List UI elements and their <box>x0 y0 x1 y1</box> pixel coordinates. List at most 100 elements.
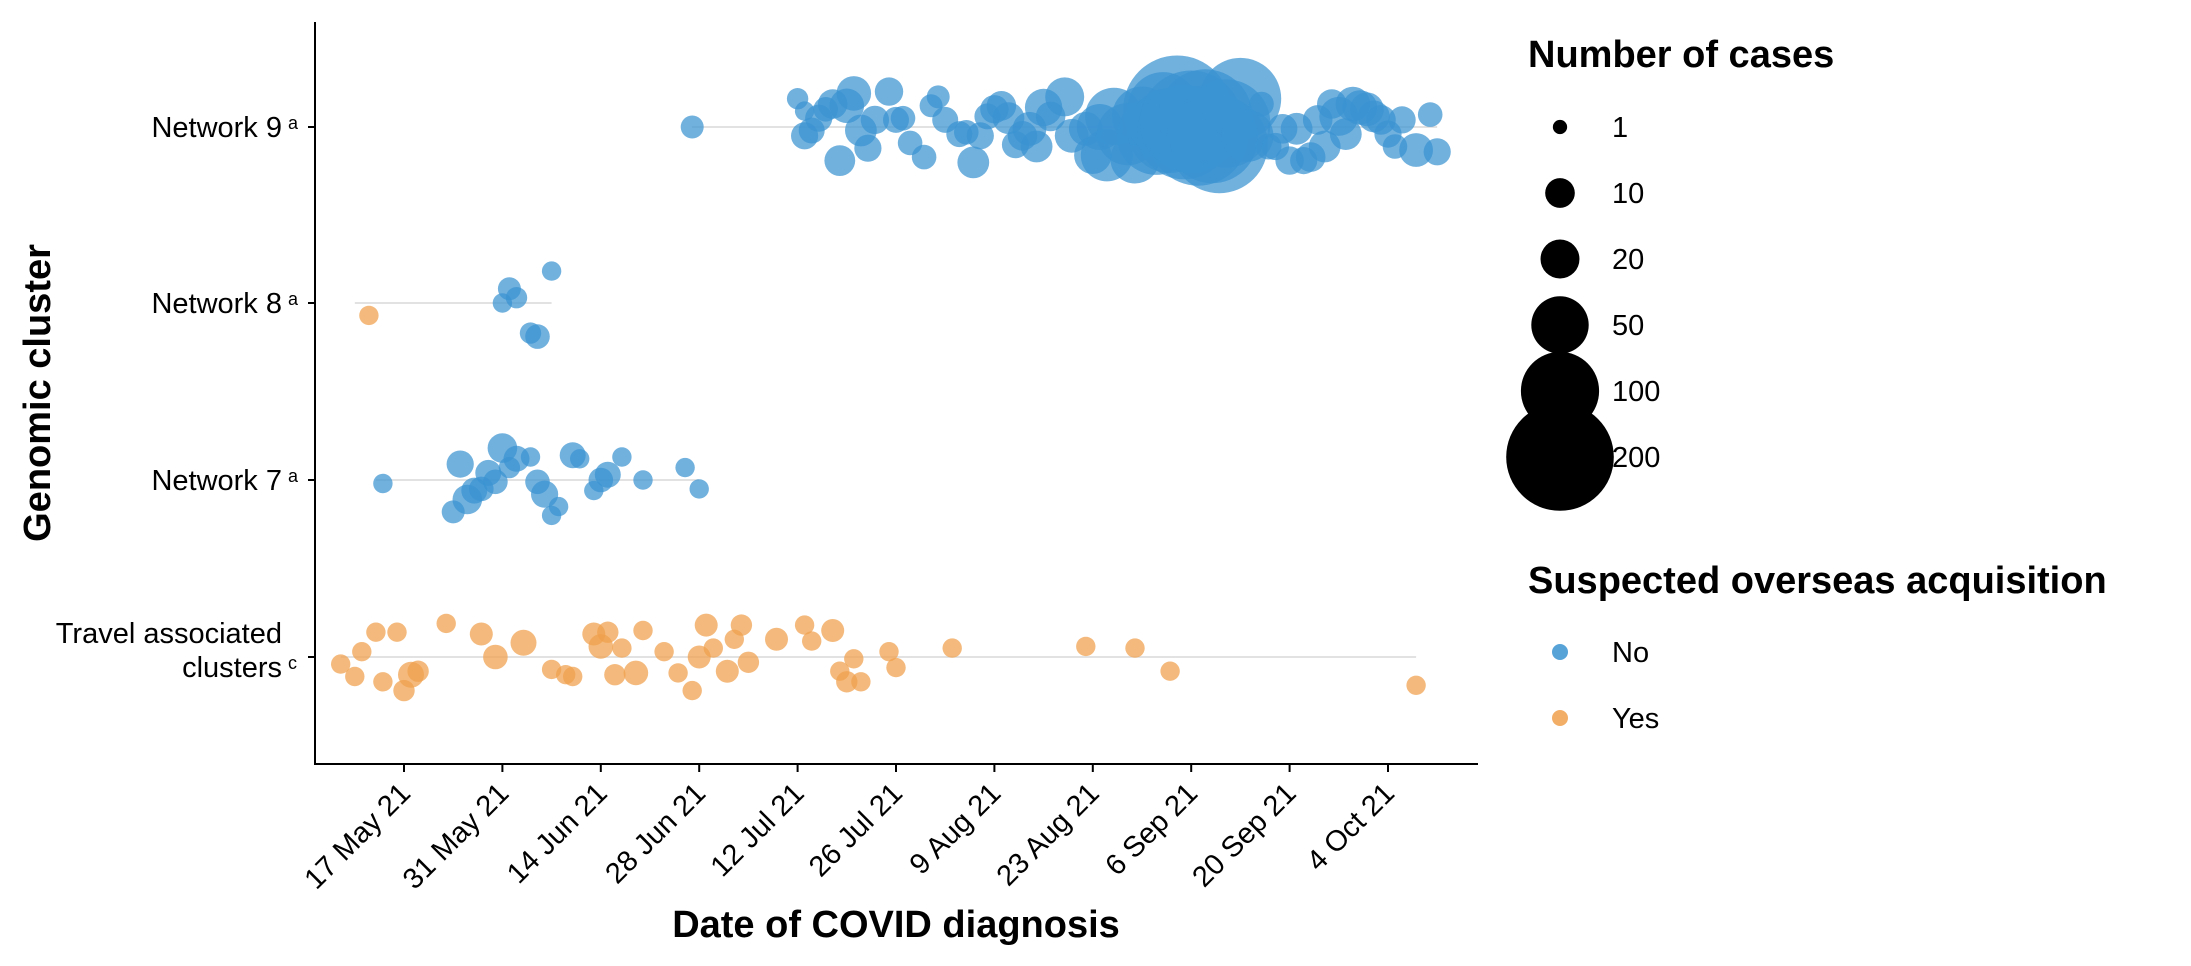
data-point <box>802 631 822 651</box>
x-tick-label: 9 Aug 21 <box>904 777 1008 881</box>
data-point <box>689 479 709 499</box>
size-legend-key <box>1531 296 1589 354</box>
data-point <box>469 622 493 646</box>
data-point <box>446 450 474 478</box>
size-legend-key <box>1545 178 1575 208</box>
y-tick-footnote: a <box>288 113 299 133</box>
data-point <box>541 261 562 281</box>
data-point <box>874 77 904 106</box>
data-point <box>612 447 632 467</box>
data-point <box>548 496 569 517</box>
data-point <box>703 638 723 658</box>
size-legend-label: 200 <box>1612 442 1660 474</box>
data-point <box>911 144 937 170</box>
data-point <box>373 672 393 692</box>
data-point <box>680 115 704 139</box>
y-ticks: Network 9 a Network 8 a Network 7 a Travel ass… <box>56 112 315 684</box>
data-point <box>1399 133 1433 167</box>
size-legend-key <box>1552 119 1568 135</box>
y-tick-label: Network 9 <box>151 112 282 144</box>
data-point <box>854 134 882 162</box>
data-point <box>890 105 916 131</box>
size-legend-label: 20 <box>1612 244 1644 276</box>
data-point <box>366 622 386 642</box>
x-tick-label: 28 Jun 21 <box>599 777 712 890</box>
data-point <box>520 447 541 467</box>
size-legend-key <box>1540 239 1580 279</box>
data-point <box>942 638 962 658</box>
data-point <box>359 305 379 326</box>
x-tick-label: 14 Jun 21 <box>501 777 614 890</box>
x-tick-label: 6 Sep 21 <box>1099 777 1204 882</box>
size-legend-label: 1 <box>1612 112 1628 144</box>
data-point <box>407 660 429 682</box>
data-point <box>926 85 950 109</box>
data-point <box>505 287 528 309</box>
data-point <box>352 642 372 662</box>
data-point <box>1388 106 1416 134</box>
data-point <box>836 671 858 693</box>
data-point <box>851 672 871 692</box>
legend-color-title: Suspected overseas acquisition <box>1528 560 2107 602</box>
color-legend-label: No <box>1612 637 1649 669</box>
data-point <box>1076 636 1096 657</box>
data-points <box>331 55 1451 702</box>
data-point <box>654 642 674 662</box>
data-point <box>436 613 456 634</box>
data-point <box>765 627 788 651</box>
color-legend-label: Yes <box>1612 703 1659 735</box>
data-point <box>633 620 653 641</box>
size-legend-label: 10 <box>1612 178 1644 210</box>
data-point <box>1406 675 1426 695</box>
data-point <box>597 621 619 643</box>
data-point <box>1249 91 1274 117</box>
data-point <box>821 619 845 642</box>
data-point <box>824 145 856 177</box>
legend-size-title: Number of cases <box>1528 34 1834 76</box>
data-point <box>1020 130 1053 163</box>
size-legend-key <box>1506 403 1614 511</box>
data-point <box>525 324 550 349</box>
data-point <box>730 614 753 636</box>
x-tick-label: 17 May 21 <box>299 777 417 895</box>
data-point <box>860 105 890 135</box>
data-point <box>694 613 718 637</box>
data-point <box>715 659 739 683</box>
x-tick-label: 12 Jul 21 <box>705 777 811 883</box>
y-tick-footnote: c <box>288 653 297 673</box>
data-point <box>570 449 590 469</box>
data-point <box>737 651 760 673</box>
x-tick-label: 4 Oct 21 <box>1301 777 1401 877</box>
x-tick-label: 31 May 21 <box>397 777 515 895</box>
data-point <box>1160 661 1180 681</box>
data-point <box>794 615 815 635</box>
y-tick-label: Network 8 <box>151 288 282 320</box>
color-legend-key <box>1552 644 1568 660</box>
data-point <box>623 660 649 686</box>
x-tick-label: 23 Aug 21 <box>991 777 1106 892</box>
data-point <box>844 649 864 669</box>
size-legend: 1 10 20 50 100 200 <box>1506 112 1660 511</box>
data-point <box>1329 118 1362 150</box>
data-point <box>1423 138 1451 166</box>
data-point <box>1417 102 1443 127</box>
data-point <box>604 664 626 686</box>
data-point <box>331 654 351 674</box>
data-point <box>836 76 872 111</box>
y-tick-footnote: a <box>288 466 299 486</box>
x-tick-label: 20 Sep 21 <box>1186 777 1302 893</box>
reference-lines <box>340 126 1438 658</box>
color-legend-key <box>1552 710 1568 726</box>
size-legend-label: 50 <box>1612 310 1644 342</box>
data-point <box>510 629 537 656</box>
data-point <box>594 461 621 488</box>
y-tick-label: Travel associated <box>56 618 282 650</box>
x-axis-title: Date of COVID diagnosis <box>672 904 1120 946</box>
data-point <box>1045 77 1085 117</box>
size-legend-label: 100 <box>1612 376 1660 408</box>
data-point <box>345 666 365 687</box>
data-point <box>633 470 653 490</box>
data-point <box>879 642 899 662</box>
